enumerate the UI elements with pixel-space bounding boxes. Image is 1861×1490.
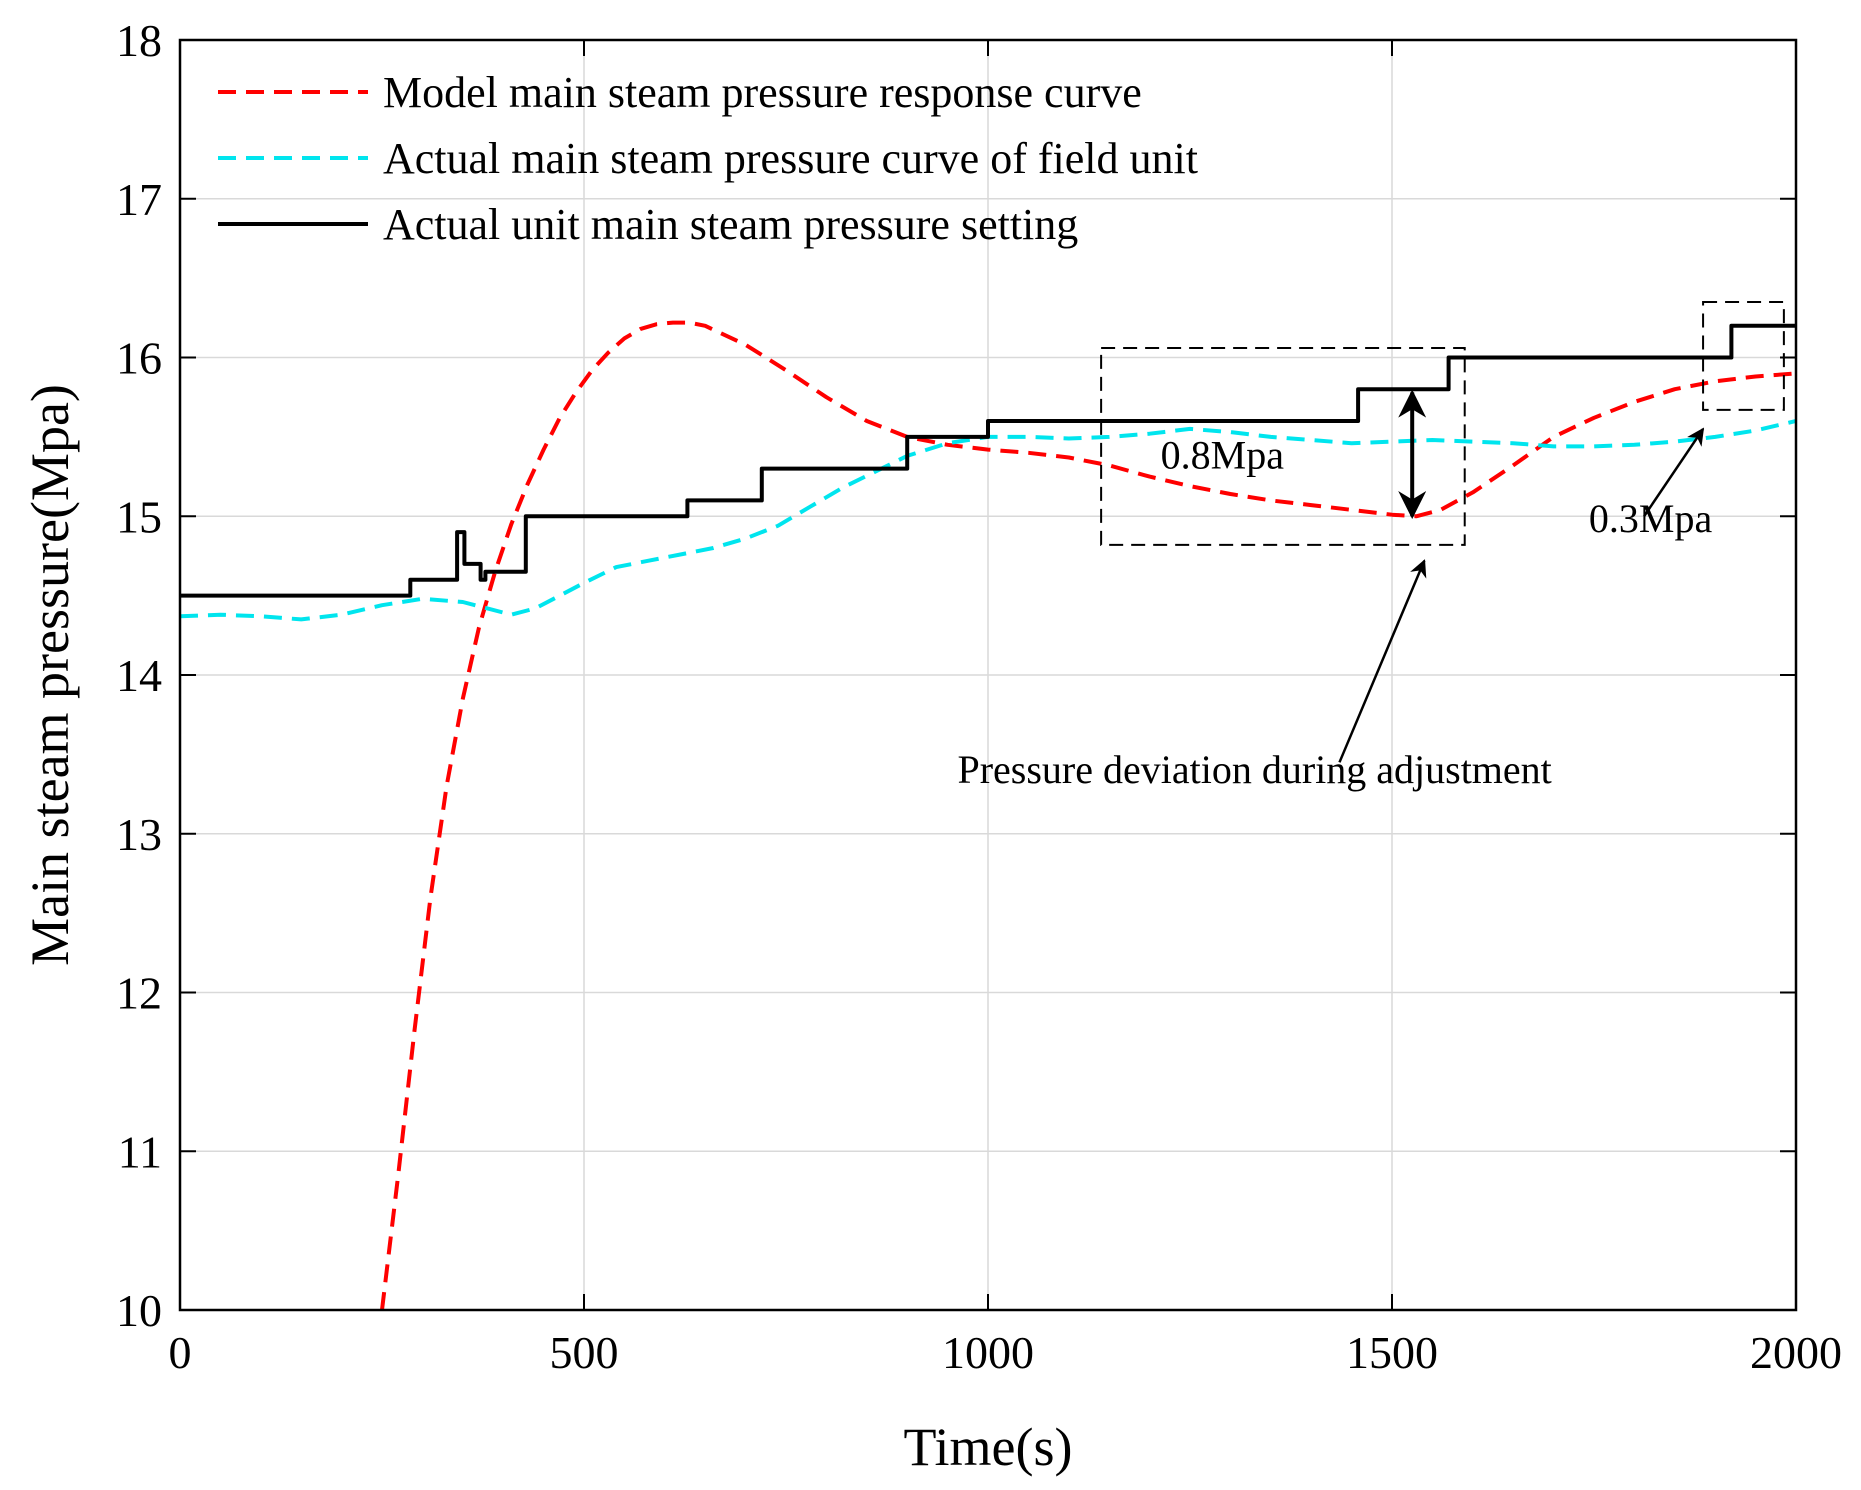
annotation-0.8mpa: 0.8Mpa <box>1161 433 1285 478</box>
legend-label-1: Model main steam pressure response curve <box>383 68 1142 117</box>
x-tick-label: 500 <box>550 1327 619 1378</box>
x-tick-label: 0 <box>169 1327 192 1378</box>
deviation-pointer-arrow <box>1338 559 1427 763</box>
legend-label-3: Actual unit main steam pressure setting <box>383 200 1078 249</box>
annotation-pressure-deviation: Pressure deviation during adjustment <box>957 747 1551 792</box>
legend-label-2: Actual main steam pressure curve of fiel… <box>383 134 1198 183</box>
y-tick-label: 16 <box>116 333 162 384</box>
y-axis-title: Main steam pressure(Mpa) <box>20 384 80 966</box>
highlight-box-2 <box>1702 300 1785 411</box>
x-tick-label: 1000 <box>942 1327 1034 1378</box>
y-tick-label: 15 <box>116 491 162 542</box>
y-tick-label: 12 <box>116 968 162 1019</box>
annotation-0.3mpa: 0.3Mpa <box>1589 496 1713 541</box>
y-tick-label: 14 <box>116 650 162 701</box>
y-tick-label: 10 <box>116 1285 162 1336</box>
y-tick-label: 11 <box>118 1126 162 1177</box>
y-tick-label: 13 <box>116 809 162 860</box>
x-tick-label: 1500 <box>1346 1327 1438 1378</box>
annotation-layer: 0.8Mpa 0.3Mpa Pressure deviation during ad… <box>957 300 1785 792</box>
series-line-1 <box>380 320 1796 1310</box>
series-lines <box>180 320 1796 1310</box>
axis-ticks: 0 500 1000 1500 2000 10 11 12 13 14 15 16 17 18 <box>116 15 1842 1378</box>
highlight-box-1 <box>1100 346 1466 546</box>
x-axis-title: Time(s) <box>903 1417 1072 1477</box>
small-deviation-arrow <box>1643 427 1705 517</box>
x-tick-label: 2000 <box>1750 1327 1842 1378</box>
y-tick-label: 17 <box>116 174 162 225</box>
series-line-3 <box>180 323 1796 598</box>
grid-lines <box>180 40 1796 1310</box>
y-tick-label: 18 <box>116 15 162 66</box>
legend: Model main steam pressure response curve… <box>218 68 1198 249</box>
